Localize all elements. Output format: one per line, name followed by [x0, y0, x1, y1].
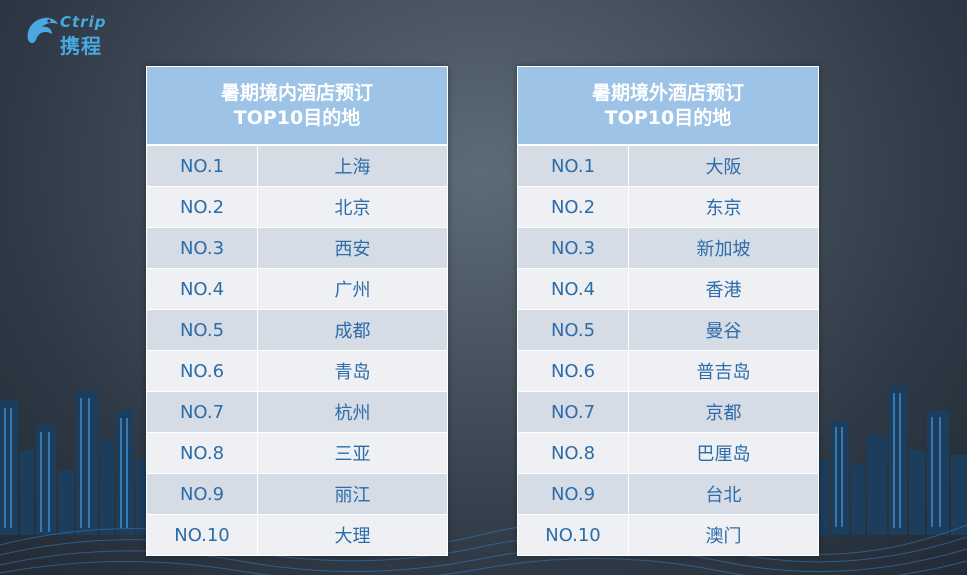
rank-cell: NO.8 [518, 433, 629, 473]
city-cell: 大理 [334, 526, 371, 547]
table-row: NO.10 澳门 [518, 515, 818, 555]
city-cell: 曼谷 [705, 321, 742, 342]
table-row: NO.4 广州 [147, 269, 447, 310]
rank-cell: NO.2 [518, 187, 629, 227]
city-cell: 成都 [334, 321, 371, 342]
table-row: NO.1 上海 [147, 146, 447, 187]
city-cell: 广州 [334, 280, 371, 301]
table-row: NO.6 普吉岛 [518, 351, 818, 392]
table-row: NO.10 大理 [147, 515, 447, 555]
overseas-title-line2: TOP10目的地 [604, 106, 732, 129]
rank-cell: NO.1 [518, 146, 629, 186]
table-row: NO.3 新加坡 [518, 228, 818, 269]
table-row: NO.5 成都 [147, 310, 447, 351]
city-cell: 丽江 [334, 485, 371, 506]
domestic-table-header: 暑期境内酒店预订 TOP10目的地 [147, 67, 447, 146]
table-row: NO.3 西安 [147, 228, 447, 269]
dolphin-icon [27, 17, 58, 43]
city-cell: 台北 [705, 485, 742, 506]
table-row: NO.9 丽江 [147, 474, 447, 515]
table-row: NO.2 东京 [518, 187, 818, 228]
overseas-title-line1: 暑期境外酒店预订 [591, 81, 744, 104]
city-cell: 大阪 [705, 157, 742, 178]
city-cell: 香港 [705, 280, 742, 301]
table-row: NO.8 巴厘岛 [518, 433, 818, 474]
city-cell: 北京 [334, 198, 371, 219]
city-cell: 新加坡 [696, 239, 751, 260]
rank-cell: NO.8 [147, 433, 258, 473]
overseas-hotel-table: 暑期境外酒店预订 TOP10目的地 NO.1 大阪 NO.2 东京 NO.3 新加坡 … [517, 66, 819, 556]
table-row: NO.6 青岛 [147, 351, 447, 392]
rank-cell: NO.4 [518, 269, 629, 309]
rank-cell: NO.6 [147, 351, 258, 391]
rank-cell: NO.10 [518, 515, 629, 555]
overseas-table-header: 暑期境外酒店预订 TOP10目的地 [518, 67, 818, 146]
rank-cell: NO.10 [147, 515, 258, 555]
rank-cell: NO.9 [518, 474, 629, 514]
logo-text-en: Ctrip [60, 13, 107, 31]
table-row: NO.7 京都 [518, 392, 818, 433]
city-cell: 杭州 [334, 403, 371, 424]
table-row: NO.7 杭州 [147, 392, 447, 433]
city-cell: 三亚 [334, 444, 371, 465]
rank-cell: NO.5 [518, 310, 629, 350]
rank-cell: NO.3 [147, 228, 258, 268]
rank-cell: NO.7 [147, 392, 258, 432]
city-cell: 西安 [334, 239, 371, 260]
table-row: NO.1 大阪 [518, 146, 818, 187]
table-row: NO.4 香港 [518, 269, 818, 310]
table-row: NO.9 台北 [518, 474, 818, 515]
city-cell: 澳门 [705, 526, 742, 547]
domestic-title-line2: TOP10目的地 [233, 106, 361, 129]
city-cell: 青岛 [334, 362, 371, 383]
table-row: NO.2 北京 [147, 187, 447, 228]
table-row: NO.8 三亚 [147, 433, 447, 474]
city-cell: 普吉岛 [696, 362, 751, 383]
rank-cell: NO.9 [147, 474, 258, 514]
rank-cell: NO.2 [147, 187, 258, 227]
domestic-title-line1: 暑期境内酒店预订 [220, 81, 373, 104]
rank-cell: NO.6 [518, 351, 629, 391]
ctrip-logo: Ctrip 携程 [22, 10, 132, 58]
rank-cell: NO.7 [518, 392, 629, 432]
rank-cell: NO.3 [518, 228, 629, 268]
city-cell: 东京 [705, 198, 742, 219]
table-row: NO.5 曼谷 [518, 310, 818, 351]
domestic-hotel-table: 暑期境内酒店预订 TOP10目的地 NO.1 上海 NO.2 北京 NO.3 西安 N… [146, 66, 448, 556]
rank-cell: NO.1 [147, 146, 258, 186]
logo-text-cn: 携程 [60, 34, 102, 58]
rank-cell: NO.4 [147, 269, 258, 309]
city-cell: 上海 [334, 157, 371, 178]
rank-cell: NO.5 [147, 310, 258, 350]
city-cell: 京都 [705, 403, 742, 424]
city-cell: 巴厘岛 [696, 444, 751, 465]
